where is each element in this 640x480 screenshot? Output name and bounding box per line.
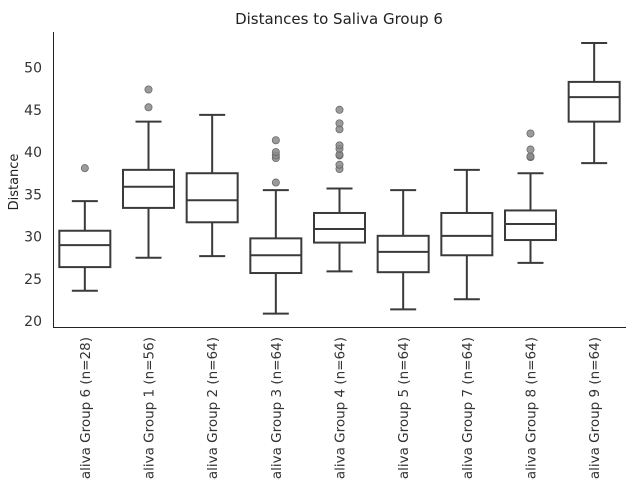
category-label: Saliva Group 1 (n=56) xyxy=(142,337,158,480)
outlier-point xyxy=(335,119,344,128)
y-tick-labels: 20 25 30 35 40 45 50 xyxy=(24,61,42,331)
y-tick-label: 45 xyxy=(24,103,42,119)
category-label: Saliva Group 6 (n=28) xyxy=(78,337,94,480)
category-label: Saliva Group 5 (n=64) xyxy=(396,337,412,480)
category-label: Saliva Group 8 (n=64) xyxy=(524,337,540,480)
iqr-box xyxy=(58,229,112,269)
outlier-point xyxy=(271,136,280,145)
category-labels: Saliva Group 6 (n=28) Saliva Group 1 (n=5… xyxy=(78,337,603,480)
box-group xyxy=(440,168,494,301)
outlier-point xyxy=(335,160,344,169)
category-label: Saliva Group 2 (n=64) xyxy=(205,337,221,480)
box-group xyxy=(567,41,621,165)
box-group xyxy=(58,164,112,292)
outlier-point xyxy=(526,129,535,138)
box-group xyxy=(185,113,239,258)
category-label: Saliva Group 9 (n=64) xyxy=(587,337,603,480)
iqr-box xyxy=(567,80,621,123)
y-tick-label: 40 xyxy=(24,145,42,161)
box-series xyxy=(58,41,621,315)
box-group xyxy=(122,85,175,259)
box-group xyxy=(504,129,557,264)
iqr-box xyxy=(376,234,430,274)
box-group xyxy=(313,105,366,273)
box-group xyxy=(249,136,303,315)
category-label: Saliva Group 7 (n=64) xyxy=(460,337,476,480)
outlier-point xyxy=(335,105,344,114)
outlier-point xyxy=(271,178,280,187)
iqr-box xyxy=(313,211,366,244)
outlier-point xyxy=(144,103,153,112)
y-tick-label: 50 xyxy=(24,61,42,77)
outlier-point xyxy=(271,148,280,157)
chart-title: Distances to Saliva Group 6 xyxy=(235,10,443,28)
y-tick-label: 30 xyxy=(24,230,42,246)
category-label: Saliva Group 4 (n=64) xyxy=(333,337,349,480)
outlier-point xyxy=(144,85,153,94)
iqr-box xyxy=(440,211,494,257)
y-tick-label: 25 xyxy=(24,272,42,288)
y-tick-label: 20 xyxy=(24,314,42,330)
y-tick-label: 35 xyxy=(24,187,42,203)
outlier-point xyxy=(335,141,344,150)
y-axis-label: Distance xyxy=(7,154,22,211)
iqr-box xyxy=(122,168,175,209)
iqr-box xyxy=(185,172,239,224)
iqr-box xyxy=(504,209,557,242)
outlier-point xyxy=(80,164,89,173)
outlier-point xyxy=(526,152,535,161)
outlier-point xyxy=(526,145,535,154)
box-group xyxy=(376,189,430,311)
category-label: Saliva Group 3 (n=64) xyxy=(269,337,285,480)
